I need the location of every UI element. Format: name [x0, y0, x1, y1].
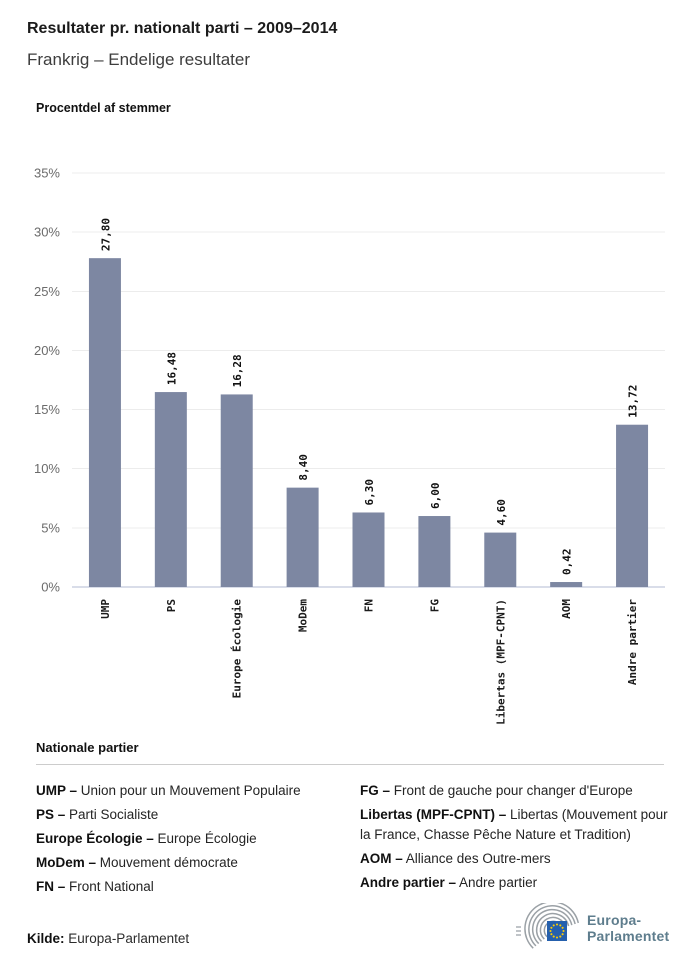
legend-item: FN – Front National [36, 877, 336, 897]
logo-text-line1: Europa- [587, 912, 642, 928]
legend-item: UMP – Union pour un Mouvement Populaire [36, 781, 336, 801]
bar [88, 258, 121, 587]
legend-term: Andre partier – [360, 875, 457, 890]
bar-value-label: 4,60 [495, 499, 508, 526]
legend-item: Europe Écologie – Europe Écologie [36, 829, 336, 849]
legend-term: Libertas (MPF-CPNT) – [360, 807, 507, 822]
legend-term: AOM – [360, 851, 403, 866]
legend-term: FG – [360, 783, 391, 798]
bar-value-label: 16,28 [231, 354, 244, 387]
legend-definition: Front de gauche pour changer d'Europe [390, 783, 633, 798]
y-tick-label: 15% [34, 402, 60, 417]
legend-definition: Parti Socialiste [65, 807, 159, 822]
bar [550, 582, 583, 587]
bar-value-label: 16,48 [165, 352, 178, 385]
page-subtitle: Frankrig – Endelige resultater [27, 50, 251, 69]
y-tick-label: 10% [34, 461, 60, 476]
legend-definition: Libertas (Mouvement pour la France, Chas… [360, 807, 668, 842]
bar [286, 487, 319, 587]
bar-value-label: 13,72 [627, 385, 640, 418]
legend-item: FG – Front de gauche pour changer d'Euro… [360, 781, 668, 801]
source-label: Kilde: [27, 931, 65, 946]
x-tick-label: Andre partier [626, 599, 639, 685]
legend-divider [36, 764, 664, 765]
legend-definition: Front National [65, 879, 154, 894]
y-tick-label: 25% [34, 284, 60, 299]
y-tick-label: 20% [34, 343, 60, 358]
x-tick-label: UMP [99, 599, 112, 619]
bar-value-label: 6,30 [363, 479, 376, 506]
y-axis-title: Procentdel af stemmer [36, 101, 171, 115]
source-value: Europa-Parlamentet [68, 931, 190, 946]
y-tick-label: 5% [41, 520, 60, 535]
legend-item: Andre partier – Andre partier [360, 873, 668, 893]
y-tick-label: 30% [34, 225, 60, 240]
legend-item: Libertas (MPF-CPNT) – Libertas (Mouvemen… [360, 805, 668, 845]
bar-value-label: 0,42 [561, 549, 574, 576]
european-parliament-logo: Europa- Parlamentet [514, 903, 669, 953]
x-tick-label: MoDem [297, 599, 310, 632]
bar-chart: 0% 5% 10% 15% 20% 25% 30% 35% 27,80 UMP 16,48 PS 16,… [34, 166, 665, 725]
bar-value-label: 6,00 [429, 483, 442, 510]
legend-column-left: UMP – Union pour un Mouvement Populaire P… [36, 781, 336, 901]
legend-column-right: FG – Front de gauche pour changer d'Euro… [360, 781, 668, 897]
logo-text-line2: Parlamentet [587, 928, 670, 944]
legend-term: MoDem – [36, 855, 97, 870]
x-tick-label: Europe Écologie [231, 599, 244, 699]
eu-stars [549, 923, 565, 939]
legend-definition: Union pour un Mouvement Populaire [77, 783, 301, 798]
legend-definition: Andre partier [456, 875, 538, 890]
x-tick-label: FG [428, 599, 441, 613]
legend-item: MoDem – Mouvement démocrate [36, 853, 336, 873]
y-tick-label: 35% [34, 166, 60, 181]
bar [616, 424, 649, 587]
x-tick-label: FN [363, 599, 376, 612]
legend-definition: Europe Écologie [153, 831, 257, 846]
bar [484, 532, 517, 587]
legend-heading: Nationale partier [36, 740, 139, 755]
legend-definition: Alliance des Outre-mers [402, 851, 551, 866]
bar [418, 516, 451, 587]
european-parliament-hemicycle-icon [516, 903, 580, 949]
legend-definition: Mouvement démocrate [96, 855, 238, 870]
legend-item: AOM – Alliance des Outre-mers [360, 849, 668, 869]
legend-item: PS – Parti Socialiste [36, 805, 336, 825]
source-line: Kilde: Europa-Parlamentet [27, 931, 189, 946]
legend-term: UMP – [36, 783, 78, 798]
eu-flag [547, 921, 567, 941]
page-title: Resultater pr. nationalt parti – 2009–20… [27, 20, 338, 37]
legend-term: PS – [36, 807, 66, 822]
x-tick-label: AOM [560, 599, 573, 619]
bar-value-label: 27,80 [99, 218, 112, 251]
logo-text: Europa- Parlamentet [587, 912, 669, 944]
x-tick-label: Libertas (MPF-CPNT) [494, 599, 507, 725]
y-tick-label: 0% [41, 580, 60, 595]
bar [352, 512, 385, 587]
bar [220, 394, 253, 587]
legend-term: FN – [36, 879, 66, 894]
legend-term: Europe Écologie – [36, 831, 154, 846]
bar-value-label: 8,40 [297, 454, 310, 481]
x-tick-label: PS [165, 599, 178, 612]
bar [154, 392, 187, 587]
